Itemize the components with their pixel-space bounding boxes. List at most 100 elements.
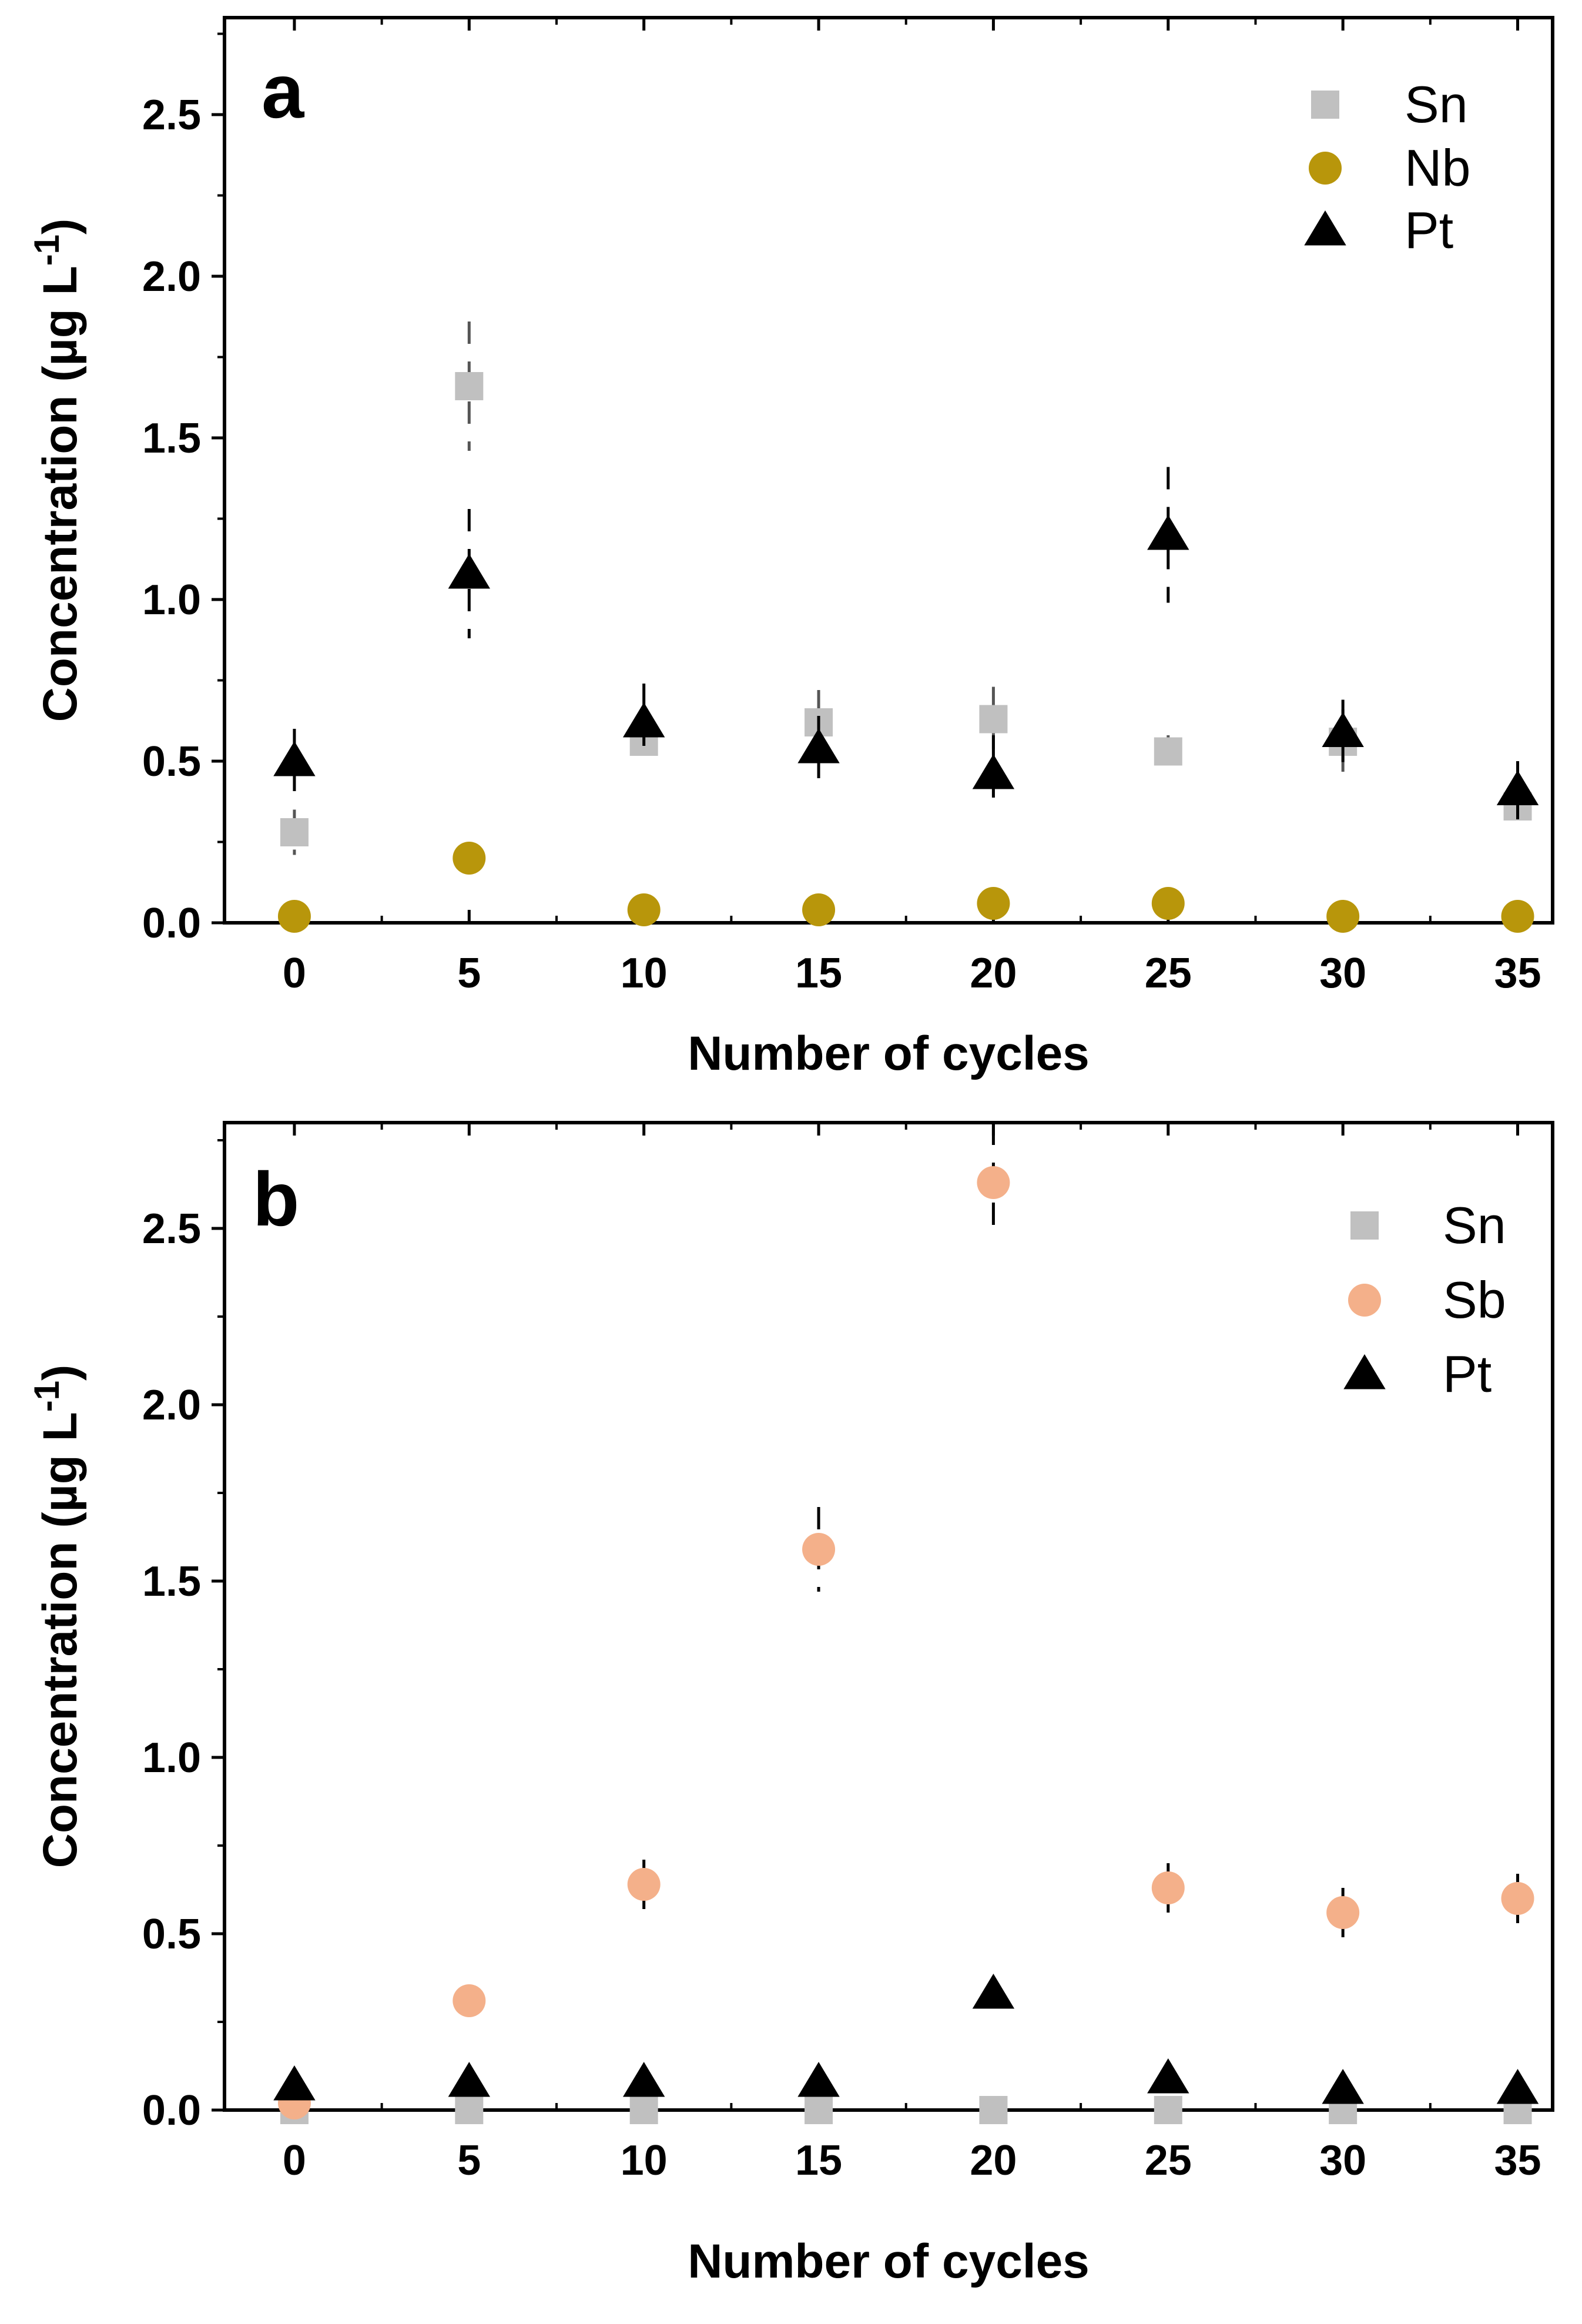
y-axis-title-close: ) [33, 219, 87, 235]
legend-label: Sb [1443, 1271, 1506, 1329]
legend-label: Sn [1405, 75, 1468, 133]
y-tick-label: 1.0 [142, 1734, 201, 1781]
data-point [273, 741, 316, 776]
x-tick-label: 5 [457, 950, 481, 997]
series-pt [273, 467, 1539, 819]
y-axis-title-main: Concentration (µg L [33, 1412, 87, 1868]
x-tick-label: 0 [283, 950, 306, 997]
y-tick-label: 2.0 [142, 1382, 201, 1429]
legend-marker-sn [1350, 1211, 1379, 1240]
series-pt [273, 1974, 1539, 2104]
x-tick-label: 20 [970, 950, 1017, 997]
data-point [1151, 1871, 1185, 1904]
data-point [280, 818, 309, 846]
data-point [453, 1984, 486, 2017]
x-axis-title: Number of cycles [688, 1027, 1090, 1080]
plot-frame [223, 16, 1554, 925]
data-point [277, 900, 311, 933]
data-point [273, 2065, 316, 2101]
data-point [797, 2062, 840, 2097]
legend-label: Sn [1443, 1196, 1506, 1254]
y-tick-label: 1.0 [142, 577, 201, 624]
plot-frame [223, 1121, 1554, 2112]
data-point [1147, 515, 1189, 550]
data-point [1501, 900, 1534, 933]
y-tick-label: 1.5 [142, 1558, 201, 1605]
data-point [453, 842, 486, 875]
legend: Sn Sb Pt [1343, 1196, 1506, 1403]
data-point [802, 1533, 836, 1566]
chart-panel-a: 0 5 10 15 20 25 30 35 0.0 0.5 1.0 1.5 2.0 2.5 Number o… [27, 16, 1554, 1080]
legend-label: Nb [1405, 139, 1471, 197]
panel-letter: a [262, 48, 305, 134]
y-axis-title: Concentration (µg L-1) [27, 219, 87, 722]
data-point [627, 893, 661, 926]
data-point [629, 2096, 658, 2124]
y-axis-title-superscript: -1 [27, 235, 66, 266]
x-tick-label: 15 [795, 950, 842, 997]
x-tick-label: 10 [621, 2137, 668, 2184]
y-axis-title-main: Concentration (µg L [33, 266, 87, 722]
data-point [1496, 2069, 1539, 2104]
x-tick-label: 30 [1319, 2137, 1366, 2184]
data-point [1147, 2058, 1189, 2094]
data-point [802, 893, 836, 926]
y-axis-title: Concentration (µg L-1) [27, 1365, 87, 1868]
panel-letter: b [253, 1156, 299, 1242]
y-tick-label: 1.5 [142, 415, 201, 462]
x-tick-label: 20 [970, 2137, 1017, 2184]
chart-panel-b: 0 5 10 15 20 25 30 35 0.0 0.5 1.0 1.5 2.0 2.5 Number o… [27, 1121, 1554, 2288]
data-point [972, 1974, 1015, 2009]
data-point [1496, 770, 1539, 805]
legend-marker-sb [1348, 1284, 1381, 1317]
series-sb [277, 1123, 1534, 2119]
y-tick-label: 2.5 [142, 1205, 201, 1253]
data-point [1154, 737, 1182, 766]
y-axis-title-close: ) [33, 1365, 87, 1381]
data-point [455, 372, 484, 400]
x-tick-label: 25 [1145, 2137, 1192, 2184]
data-point [979, 705, 1008, 734]
legend-label: Pt [1405, 201, 1453, 259]
series-sn [280, 322, 1532, 855]
data-point [805, 2096, 833, 2124]
x-tick-label: 0 [283, 2137, 306, 2184]
data-point [977, 887, 1010, 920]
y-tick-label: 2.5 [142, 92, 201, 139]
data-point [448, 554, 491, 589]
data-point [1322, 712, 1364, 747]
data-point [977, 1166, 1010, 1199]
y-tick-label: 0.0 [142, 2087, 201, 2134]
x-tick-label: 35 [1494, 950, 1541, 997]
data-point [1154, 2096, 1182, 2124]
legend-label: Pt [1443, 1345, 1491, 1403]
x-tick-label: 25 [1145, 950, 1192, 997]
x-axis-title: Number of cycles [688, 2235, 1090, 2288]
data-point [622, 2062, 665, 2097]
x-tick-label: 10 [621, 950, 668, 997]
y-tick-label: 0.5 [142, 738, 201, 785]
data-point [1151, 887, 1185, 920]
data-point [1326, 1896, 1360, 1929]
data-point [979, 2096, 1008, 2124]
data-point [455, 2096, 484, 2124]
data-point [972, 754, 1015, 789]
x-tick-label: 35 [1494, 2137, 1541, 2184]
data-point [1501, 1882, 1534, 1915]
legend-marker-pt [1343, 1354, 1386, 1389]
data-point [448, 2062, 491, 2097]
series-nb [277, 842, 1534, 933]
data-point [622, 702, 665, 738]
data-point [627, 1868, 661, 1901]
data-point [1326, 900, 1360, 933]
x-tick-label: 15 [795, 2137, 842, 2184]
legend-marker-sn [1311, 91, 1339, 119]
legend-marker-nb [1309, 152, 1342, 185]
x-tick-label: 5 [457, 2137, 481, 2184]
x-tick-label: 30 [1319, 950, 1366, 997]
y-axis-title-superscript: -1 [27, 1381, 66, 1412]
legend-marker-pt [1304, 210, 1346, 246]
y-tick-label: 2.0 [142, 253, 201, 300]
